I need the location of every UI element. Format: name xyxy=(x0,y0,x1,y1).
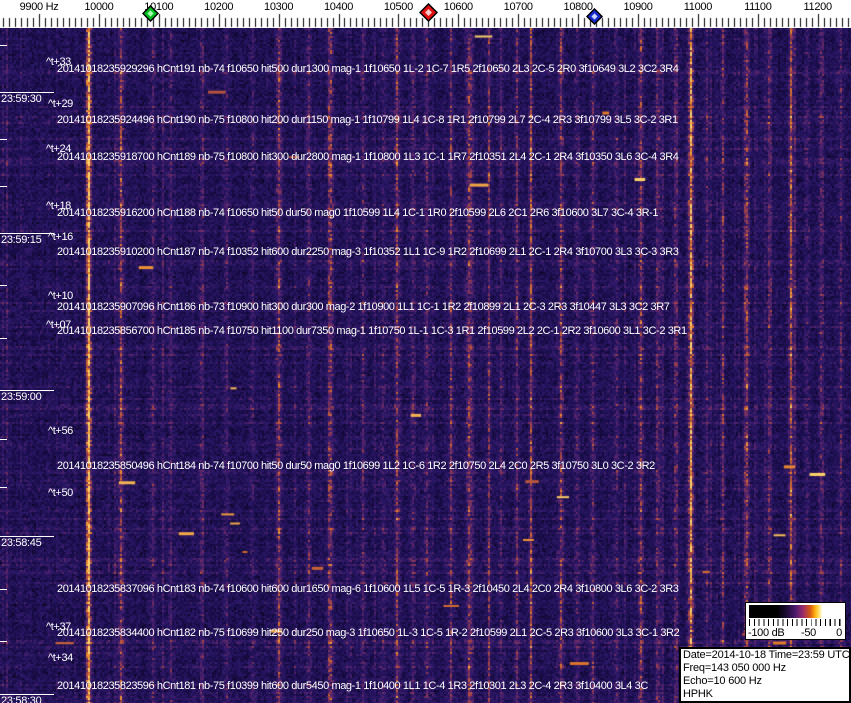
event-time-offset-marker: ^t+56 xyxy=(48,425,73,437)
freq-tick-label: 10600 xyxy=(443,1,473,13)
time-tick-line xyxy=(0,536,54,537)
event-time-offset-marker: ^t+07 xyxy=(46,319,71,331)
time-tick-line xyxy=(0,390,54,391)
info-date-time: Date=2014-10-18 Time=23:59 UTC xyxy=(683,649,850,661)
color-scale-ticks xyxy=(749,619,842,626)
event-time-offset-marker: ^t+16 xyxy=(48,231,73,243)
freq-tick-label: 10000 xyxy=(84,1,114,13)
time-tick-label: 23:58:30 xyxy=(1,695,42,703)
spectrogram-waterfall[interactable] xyxy=(0,28,851,703)
time-minor-tick xyxy=(0,439,7,440)
info-echo-offset: Echo=10 600 Hz xyxy=(683,675,762,687)
event-data-line: 20141018235834400 hCnt182 nb-75 f10699 h… xyxy=(57,627,680,639)
marker-red-diamond[interactable] xyxy=(418,2,438,22)
freq-tick-label: 10500 xyxy=(383,1,413,13)
event-time-offset-marker: ^t+34 xyxy=(48,652,73,664)
freq-tick-label: 10400 xyxy=(323,1,354,13)
freq-tick-label: 11100 xyxy=(744,1,772,13)
db-color-scale: -100 dB -50 0 xyxy=(745,602,846,640)
event-data-line: 20141018235837096 hCnt183 nb-74 f10600 h… xyxy=(57,583,679,595)
event-time-offset-marker: ^t+37 xyxy=(46,621,71,633)
time-tick-line xyxy=(0,694,54,695)
time-minor-tick xyxy=(0,487,7,488)
freq-tick-label: 10800 xyxy=(563,1,593,13)
event-time-offset-marker: ^t+10 xyxy=(48,290,73,302)
event-data-line: 20141018235823596 hCnt181 nb-75 f10399 h… xyxy=(57,680,648,692)
time-tick-label: 23:59:30 xyxy=(1,93,42,105)
freq-tick-label: 10200 xyxy=(204,1,234,13)
event-data-line: 20141018235850496 hCnt184 nb-74 f10700 h… xyxy=(57,460,655,472)
time-minor-tick xyxy=(0,285,7,286)
color-gradient-bar xyxy=(749,605,842,618)
event-time-offset-marker: ^t+33 xyxy=(46,56,71,68)
time-minor-tick xyxy=(0,139,7,140)
event-data-line: 20141018235907096 hCnt186 nb-73 f10900 h… xyxy=(57,301,670,313)
event-time-offset-marker: ^t+29 xyxy=(48,98,73,110)
scale-label-min: -100 dB xyxy=(748,627,785,639)
info-frequency: Freq=143 050 000 Hz xyxy=(683,662,786,674)
event-data-line: 20141018235924496 hCnt190 nb-75 f10800 h… xyxy=(57,114,678,126)
marker-green-diamond[interactable] xyxy=(141,4,159,22)
time-minor-tick xyxy=(0,641,7,642)
freq-tick-label: 11200 xyxy=(803,1,833,13)
time-tick-label: 23:58:45 xyxy=(1,537,42,549)
scale-label-max: 0 xyxy=(836,627,842,639)
scale-label-mid: -50 xyxy=(801,627,816,639)
event-data-line: 20141018235856700 hCnt185 nb-74 f10750 h… xyxy=(57,325,687,337)
time-minor-tick xyxy=(0,186,7,187)
time-minor-tick xyxy=(0,589,7,590)
freq-tick-label: 10900 xyxy=(623,1,653,13)
time-tick-line xyxy=(0,233,54,234)
event-data-line: 20141018235929296 hCnt191 nb-74 f10650 h… xyxy=(57,63,679,75)
freq-tick-label: 9900 Hz xyxy=(19,1,59,13)
event-time-offset-marker: ^t+18 xyxy=(46,200,71,212)
time-tick-line xyxy=(0,92,54,93)
time-minor-tick xyxy=(0,45,7,46)
event-data-line: 20141018235910200 hCnt187 nb-74 f10352 h… xyxy=(57,246,679,258)
status-info-box: Date=2014-10-18 Time=23:59 UTC Freq=143 … xyxy=(679,647,851,703)
event-data-line: 20141018235916200 hCnt188 nb-74 f10650 h… xyxy=(57,207,659,219)
freq-tick-label: 11000 xyxy=(683,1,713,13)
time-tick-label: 23:59:15 xyxy=(1,234,42,246)
marker-blue-diamond[interactable] xyxy=(585,7,603,25)
event-time-offset-marker: ^t+50 xyxy=(48,487,73,499)
event-time-offset-marker: ^t+24 xyxy=(46,143,71,155)
info-station-code: HPHK xyxy=(683,688,713,700)
event-data-line: 20141018235918700 hCnt189 nb-75 f10800 h… xyxy=(57,151,679,163)
time-tick-label: 23:59:00 xyxy=(1,391,42,403)
time-minor-tick xyxy=(0,338,7,339)
freq-tick-label: 10300 xyxy=(264,1,294,13)
freq-tick-label: 10700 xyxy=(503,1,533,13)
